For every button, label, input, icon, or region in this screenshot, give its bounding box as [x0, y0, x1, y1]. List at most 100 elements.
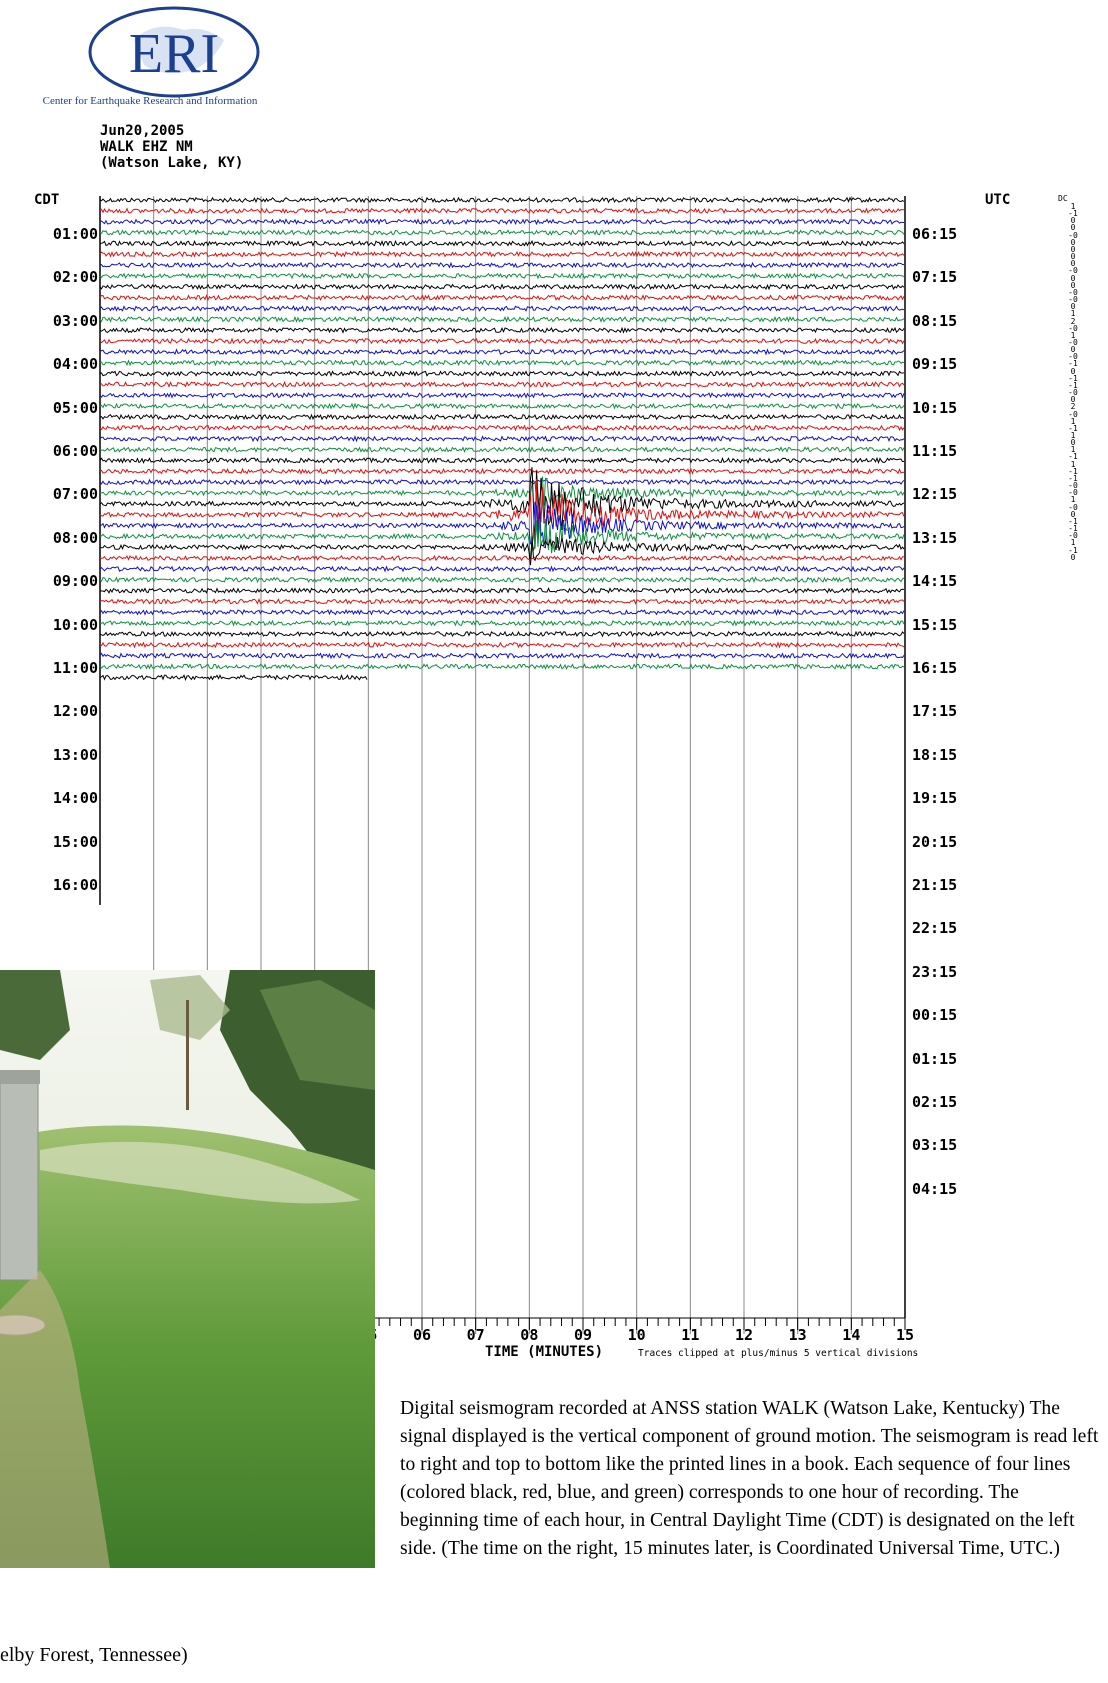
dc-offset-value: -0	[1068, 287, 1078, 297]
dc-offset-value: -0	[1068, 388, 1078, 398]
dc-offset-value: 0	[1070, 280, 1076, 290]
x-tick-label: 12	[734, 1326, 754, 1344]
station-code: WALK EHZ NM	[100, 139, 193, 155]
utc-label: UTC	[985, 192, 1011, 208]
utc-hour-label: 10:15	[912, 398, 958, 417]
trace-row	[99, 478, 905, 486]
utc-hour-label: 17:15	[912, 702, 958, 721]
clip-note: Traces clipped at plus/minus 5 vertical …	[638, 1348, 919, 1359]
utc-hour-label: 20:15	[912, 832, 958, 851]
trace-row	[99, 326, 905, 334]
utc-hour-label: 04:15	[912, 1179, 958, 1198]
utc-hour-label: 08:15	[912, 311, 958, 330]
trace-row	[99, 424, 905, 432]
trace-row	[99, 370, 905, 377]
dc-offset-value: -0	[1068, 409, 1078, 419]
trace-row	[99, 272, 905, 280]
trace-row	[99, 630, 905, 638]
dc-offset-value: -1	[1068, 373, 1078, 383]
trace-row	[99, 446, 905, 453]
utc-hour-label: 21:15	[912, 876, 958, 894]
cdt-hour-label: 07:00	[52, 485, 98, 504]
dc-offset-value: -0	[1068, 295, 1078, 305]
dc-offset-value: -1	[1068, 516, 1078, 526]
dc-offset-value: 0	[1070, 509, 1076, 519]
trace-row	[99, 196, 905, 204]
trace-row	[99, 608, 905, 617]
dc-offset-value: 1	[1070, 202, 1076, 211]
dc-offset-value: -1	[1068, 423, 1078, 433]
trace-row	[99, 337, 905, 345]
trace-row	[99, 501, 905, 549]
dc-offset-value: 0	[1070, 302, 1076, 312]
trace-row	[99, 261, 905, 269]
dc-offset-value: 0	[1070, 345, 1076, 355]
trace-row	[99, 283, 905, 291]
trace-row	[99, 597, 905, 605]
trace-row	[99, 519, 905, 563]
x-tick-label: 15	[895, 1326, 915, 1344]
trace-row	[99, 305, 905, 312]
dc-offset-value: -1	[1068, 524, 1078, 534]
x-tick-label: 13	[788, 1326, 807, 1344]
trace-row	[99, 478, 905, 551]
dc-offset-value: 0	[1070, 273, 1076, 283]
x-tick-label: 07	[466, 1326, 485, 1344]
dc-offset-value: -1	[1068, 545, 1078, 555]
dc-offset-value: 0	[1070, 244, 1076, 254]
trace-row	[99, 456, 905, 465]
cdt-hour-label: 13:00	[52, 745, 98, 764]
dc-offset-column: 1 -1 0 0 -0 0 0 0 0 -0 0 0 -0 -0 0 1 2 -0 1 -0 0 -0 -1 0 -1 -1 -0 0…	[1066, 202, 1080, 562]
dc-offset-value: 0	[1070, 552, 1076, 562]
dc-offset-value: 0	[1070, 223, 1076, 233]
trace-row	[99, 359, 905, 367]
eri-logo: ERI	[88, 6, 260, 98]
dc-offset-value: 0	[1070, 438, 1076, 448]
trace-row	[99, 229, 905, 236]
utc-hour-label: 19:15	[912, 789, 958, 808]
trace-row	[99, 536, 905, 566]
trace-row	[99, 250, 905, 258]
dc-offset-value: -0	[1068, 488, 1078, 498]
utc-hour-label: 18:15	[912, 745, 958, 764]
trace-row	[99, 413, 905, 421]
trace-row	[99, 467, 905, 475]
utc-hour-label: 23:15	[912, 962, 958, 981]
dc-offset-value: -0	[1068, 481, 1078, 491]
trace-row	[99, 565, 905, 573]
dc-offset-value: 1	[1070, 309, 1076, 319]
trace-row	[99, 402, 905, 410]
trace-row	[99, 554, 905, 562]
seismogram-caption: Digital seismogram recorded at ANSS stat…	[400, 1398, 1099, 1559]
trace-row	[99, 652, 905, 660]
cdt-hour-label: 05:00	[52, 398, 98, 417]
x-tick-label: 06	[412, 1326, 432, 1344]
trace-row	[99, 663, 905, 671]
utc-hour-label: 22:15	[912, 919, 958, 938]
utc-hour-label: 09:15	[912, 355, 958, 374]
utc-hour-label: 12:15	[912, 485, 958, 504]
cdt-hour-label: 02:00	[52, 268, 98, 287]
station-location: (Watson Lake, KY)	[100, 155, 244, 171]
dc-offset-value: 1	[1070, 330, 1076, 340]
cdt-hour-label: 11:00	[52, 659, 98, 677]
dc-offset-value: 0	[1070, 259, 1076, 269]
record-date: Jun20,2005	[100, 123, 185, 139]
cdt-hour-label: 14:00	[52, 789, 98, 808]
dc-offset-value: 1	[1070, 495, 1076, 505]
dc-offset-value: -0	[1068, 230, 1078, 240]
dc-offset-value: 0	[1070, 395, 1076, 405]
dc-offset-value: 1	[1070, 416, 1076, 426]
cdt-hour-label: 10:00	[52, 615, 98, 634]
cdt-hour-label: 06:00	[52, 442, 98, 460]
dc-offset-value: -1	[1068, 209, 1078, 219]
x-tick-label: 14	[842, 1326, 861, 1344]
dc-offset-value: -0	[1068, 266, 1078, 276]
x-tick-label: 11	[681, 1326, 700, 1344]
dc-offset-value: -1	[1068, 466, 1078, 476]
cdt-hour-label: 01:00	[52, 225, 98, 243]
dc-offset-value: 1	[1070, 538, 1076, 548]
cdt-hour-label: 09:00	[52, 572, 98, 591]
cdt-label: CDT	[34, 192, 60, 208]
